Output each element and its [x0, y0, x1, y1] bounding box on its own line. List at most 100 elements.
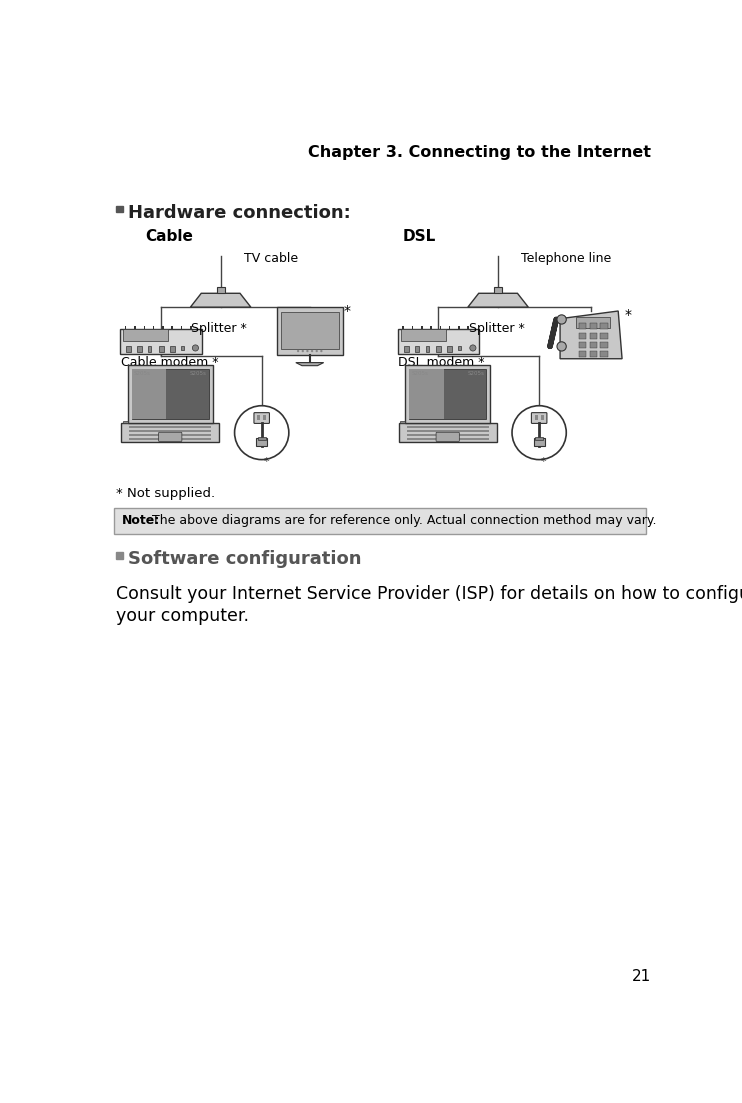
- Text: *: *: [625, 308, 631, 322]
- Circle shape: [557, 314, 566, 324]
- Circle shape: [512, 406, 566, 460]
- FancyBboxPatch shape: [254, 413, 269, 424]
- Bar: [162, 326, 164, 330]
- Text: 21: 21: [631, 970, 651, 984]
- Bar: [579, 323, 586, 330]
- Polygon shape: [191, 293, 251, 307]
- Bar: [402, 326, 404, 330]
- Bar: [217, 287, 225, 293]
- Circle shape: [301, 350, 304, 352]
- Bar: [399, 424, 496, 442]
- Bar: [467, 326, 469, 330]
- Bar: [494, 287, 502, 293]
- Text: Software configuration: Software configuration: [128, 549, 362, 568]
- Text: S205s: S205s: [134, 372, 151, 376]
- Bar: [116, 205, 123, 213]
- Bar: [404, 346, 409, 352]
- Text: Telephone line: Telephone line: [522, 251, 611, 265]
- Bar: [600, 342, 608, 347]
- Bar: [407, 426, 489, 428]
- Bar: [126, 346, 131, 352]
- Circle shape: [234, 406, 289, 460]
- Bar: [148, 346, 151, 352]
- Text: Note:: Note:: [122, 514, 160, 526]
- Text: Cable: Cable: [145, 228, 194, 244]
- Bar: [277, 307, 343, 355]
- Bar: [129, 426, 211, 428]
- Bar: [407, 438, 489, 440]
- Bar: [114, 508, 646, 534]
- Bar: [143, 326, 145, 330]
- Bar: [590, 323, 597, 330]
- Text: *: *: [263, 457, 269, 467]
- Bar: [600, 323, 608, 330]
- Bar: [590, 333, 597, 339]
- Circle shape: [192, 345, 199, 351]
- Bar: [436, 346, 441, 352]
- Bar: [120, 330, 202, 354]
- Bar: [590, 351, 597, 357]
- Bar: [122, 424, 219, 442]
- Text: S205s: S205s: [467, 372, 484, 376]
- Bar: [600, 351, 608, 357]
- Text: TV cable: TV cable: [244, 251, 298, 265]
- Text: * Not supplied.: * Not supplied.: [116, 486, 215, 500]
- Text: Cable modem *: Cable modem *: [121, 355, 218, 368]
- Text: *: *: [541, 457, 546, 467]
- Bar: [257, 437, 266, 440]
- Bar: [280, 312, 339, 349]
- Bar: [534, 415, 538, 419]
- FancyBboxPatch shape: [436, 432, 459, 441]
- Text: Chapter 3. Connecting to the Internet: Chapter 3. Connecting to the Internet: [308, 144, 651, 160]
- Text: Hardware connection:: Hardware connection:: [128, 204, 351, 222]
- Polygon shape: [560, 311, 622, 358]
- Bar: [405, 365, 490, 424]
- Bar: [131, 370, 166, 419]
- Bar: [409, 370, 487, 419]
- Circle shape: [315, 350, 318, 352]
- Bar: [131, 370, 209, 419]
- Text: your computer.: your computer.: [116, 607, 249, 624]
- Bar: [159, 346, 164, 352]
- Bar: [123, 420, 128, 424]
- Bar: [412, 326, 413, 330]
- Bar: [579, 342, 586, 347]
- Bar: [181, 346, 184, 350]
- Bar: [125, 326, 126, 330]
- Bar: [401, 420, 405, 424]
- Bar: [407, 430, 489, 432]
- Bar: [129, 433, 211, 436]
- Circle shape: [321, 350, 323, 352]
- Bar: [535, 437, 543, 440]
- Bar: [116, 552, 123, 559]
- Text: Splitter *: Splitter *: [191, 322, 247, 335]
- Bar: [129, 438, 211, 440]
- Bar: [415, 346, 419, 352]
- Bar: [257, 415, 260, 419]
- Polygon shape: [296, 363, 324, 366]
- Bar: [190, 326, 191, 330]
- Bar: [128, 365, 213, 424]
- Bar: [123, 330, 168, 341]
- Bar: [407, 433, 489, 436]
- Bar: [398, 330, 479, 354]
- Bar: [171, 326, 173, 330]
- FancyBboxPatch shape: [159, 432, 182, 441]
- Circle shape: [557, 342, 566, 351]
- Bar: [409, 370, 444, 419]
- Circle shape: [470, 345, 476, 351]
- Text: The above diagrams are for reference only. Actual connection method may vary.: The above diagrams are for reference onl…: [148, 514, 656, 526]
- Bar: [430, 326, 432, 330]
- Bar: [458, 346, 462, 350]
- Text: Consult your Internet Service Provider (ISP) for details on how to configure: Consult your Internet Service Provider (…: [116, 585, 742, 603]
- Bar: [426, 346, 429, 352]
- Circle shape: [297, 350, 299, 352]
- Bar: [579, 351, 586, 357]
- Bar: [129, 430, 211, 432]
- Bar: [458, 326, 460, 330]
- Text: *: *: [343, 304, 350, 318]
- Bar: [541, 415, 544, 419]
- Bar: [170, 346, 174, 352]
- Circle shape: [306, 350, 309, 352]
- Bar: [439, 326, 441, 330]
